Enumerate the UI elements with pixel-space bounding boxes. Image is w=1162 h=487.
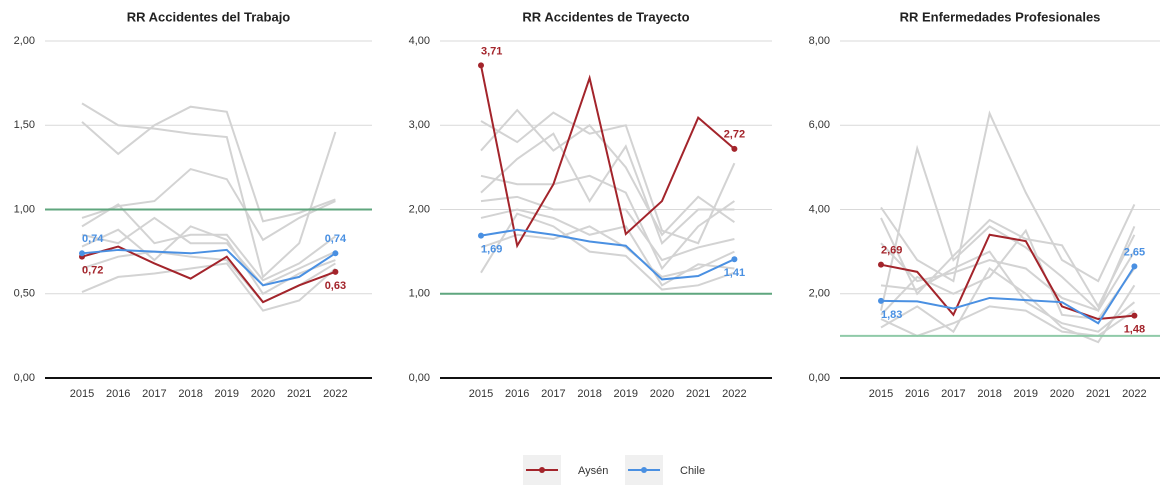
region-line [880, 267, 1136, 344]
chart-title: RR Enfermedades Profesionales [900, 9, 1101, 24]
region-line [81, 216, 336, 287]
point [478, 62, 484, 69]
value-label: 1,69 [481, 244, 502, 256]
region-line [480, 212, 735, 291]
point [332, 268, 339, 275]
legend-dot [641, 467, 647, 473]
x-tick-label: 2020 [650, 388, 674, 400]
region-line [480, 111, 736, 245]
x-tick-label: 2020 [1050, 388, 1074, 400]
region-line [880, 250, 1136, 333]
x-tick-label: 2017 [142, 388, 166, 400]
x-tick-label: 2019 [1014, 388, 1038, 400]
x-tick-label: 2015 [869, 388, 893, 400]
series-line [480, 65, 736, 249]
y-tick-label: 0,00 [14, 372, 35, 384]
region-line [480, 108, 735, 237]
x-tick-label: 2015 [469, 388, 493, 400]
series-line [880, 265, 1136, 325]
y-tick-label: 4,00 [809, 203, 830, 215]
value-label: 0,63 [325, 280, 346, 292]
region-line [880, 144, 1136, 313]
x-tick-label: 2021 [1086, 388, 1110, 400]
value-label: 0,74 [82, 233, 104, 245]
legend-label: Chile [680, 465, 705, 477]
x-tick-label: 2020 [251, 388, 275, 400]
point [731, 256, 738, 263]
point [1131, 312, 1138, 319]
y-tick-label: 2,00 [809, 288, 830, 300]
point [878, 261, 884, 268]
region-line [81, 167, 336, 242]
region-line [480, 225, 735, 278]
x-tick-label: 2022 [722, 388, 746, 400]
region-line [81, 105, 336, 223]
value-label: 2,72 [724, 129, 745, 141]
region-line [880, 110, 1136, 283]
value-label: 0,72 [82, 265, 103, 277]
region-line [880, 217, 1136, 309]
y-tick-label: 2,00 [409, 203, 430, 215]
x-tick-label: 2021 [287, 388, 311, 400]
x-tick-label: 2022 [323, 388, 347, 400]
value-label: 0,74 [325, 233, 347, 245]
x-tick-label: 2016 [505, 388, 529, 400]
x-tick-label: 2015 [70, 388, 94, 400]
value-label: 2,69 [881, 245, 902, 257]
region-line [81, 262, 337, 312]
y-tick-label: 0,50 [14, 288, 35, 300]
x-tick-label: 2016 [905, 388, 929, 400]
region-line [81, 102, 337, 279]
legend-label: Aysén [578, 465, 608, 477]
region-line [480, 208, 735, 287]
y-tick-label: 6,00 [809, 119, 830, 131]
x-tick-label: 2022 [1122, 388, 1146, 400]
value-label: 1,83 [881, 309, 902, 321]
value-label: 1,48 [1124, 324, 1145, 336]
y-tick-label: 1,00 [409, 288, 430, 300]
y-tick-label: 1,00 [14, 203, 35, 215]
legend-dot [539, 467, 545, 473]
y-tick-label: 3,00 [409, 119, 430, 131]
x-tick-label: 2021 [686, 388, 710, 400]
y-tick-label: 0,00 [809, 372, 830, 384]
y-tick-label: 8,00 [809, 35, 830, 47]
region-line [480, 195, 735, 262]
y-tick-label: 0,00 [409, 372, 430, 384]
x-tick-label: 2017 [541, 388, 565, 400]
point [731, 145, 738, 152]
x-tick-label: 2018 [577, 388, 601, 400]
x-tick-label: 2018 [977, 388, 1001, 400]
x-tick-label: 2019 [215, 388, 239, 400]
y-tick-label: 1,50 [14, 119, 35, 131]
chart-title: RR Accidentes del Trabajo [127, 9, 291, 24]
point [332, 250, 339, 257]
chart-title: RR Accidentes de Trayecto [522, 9, 689, 24]
point [878, 297, 884, 304]
series-line [480, 228, 735, 281]
region-line [480, 132, 735, 245]
point [478, 232, 484, 239]
x-tick-label: 2016 [106, 388, 130, 400]
y-tick-label: 4,00 [409, 35, 430, 47]
value-label: 1,41 [724, 267, 745, 279]
value-label: 2,65 [1124, 246, 1145, 258]
series-line [81, 248, 336, 287]
series-line [880, 233, 1135, 321]
region-line [81, 225, 336, 296]
point [1131, 263, 1138, 270]
y-tick-label: 2,00 [14, 35, 35, 47]
region-line [480, 174, 735, 271]
region-line [81, 203, 336, 282]
x-tick-label: 2018 [178, 388, 202, 400]
value-label: 3,71 [481, 45, 502, 57]
x-tick-label: 2017 [941, 388, 965, 400]
x-tick-label: 2019 [614, 388, 638, 400]
point [79, 250, 85, 257]
